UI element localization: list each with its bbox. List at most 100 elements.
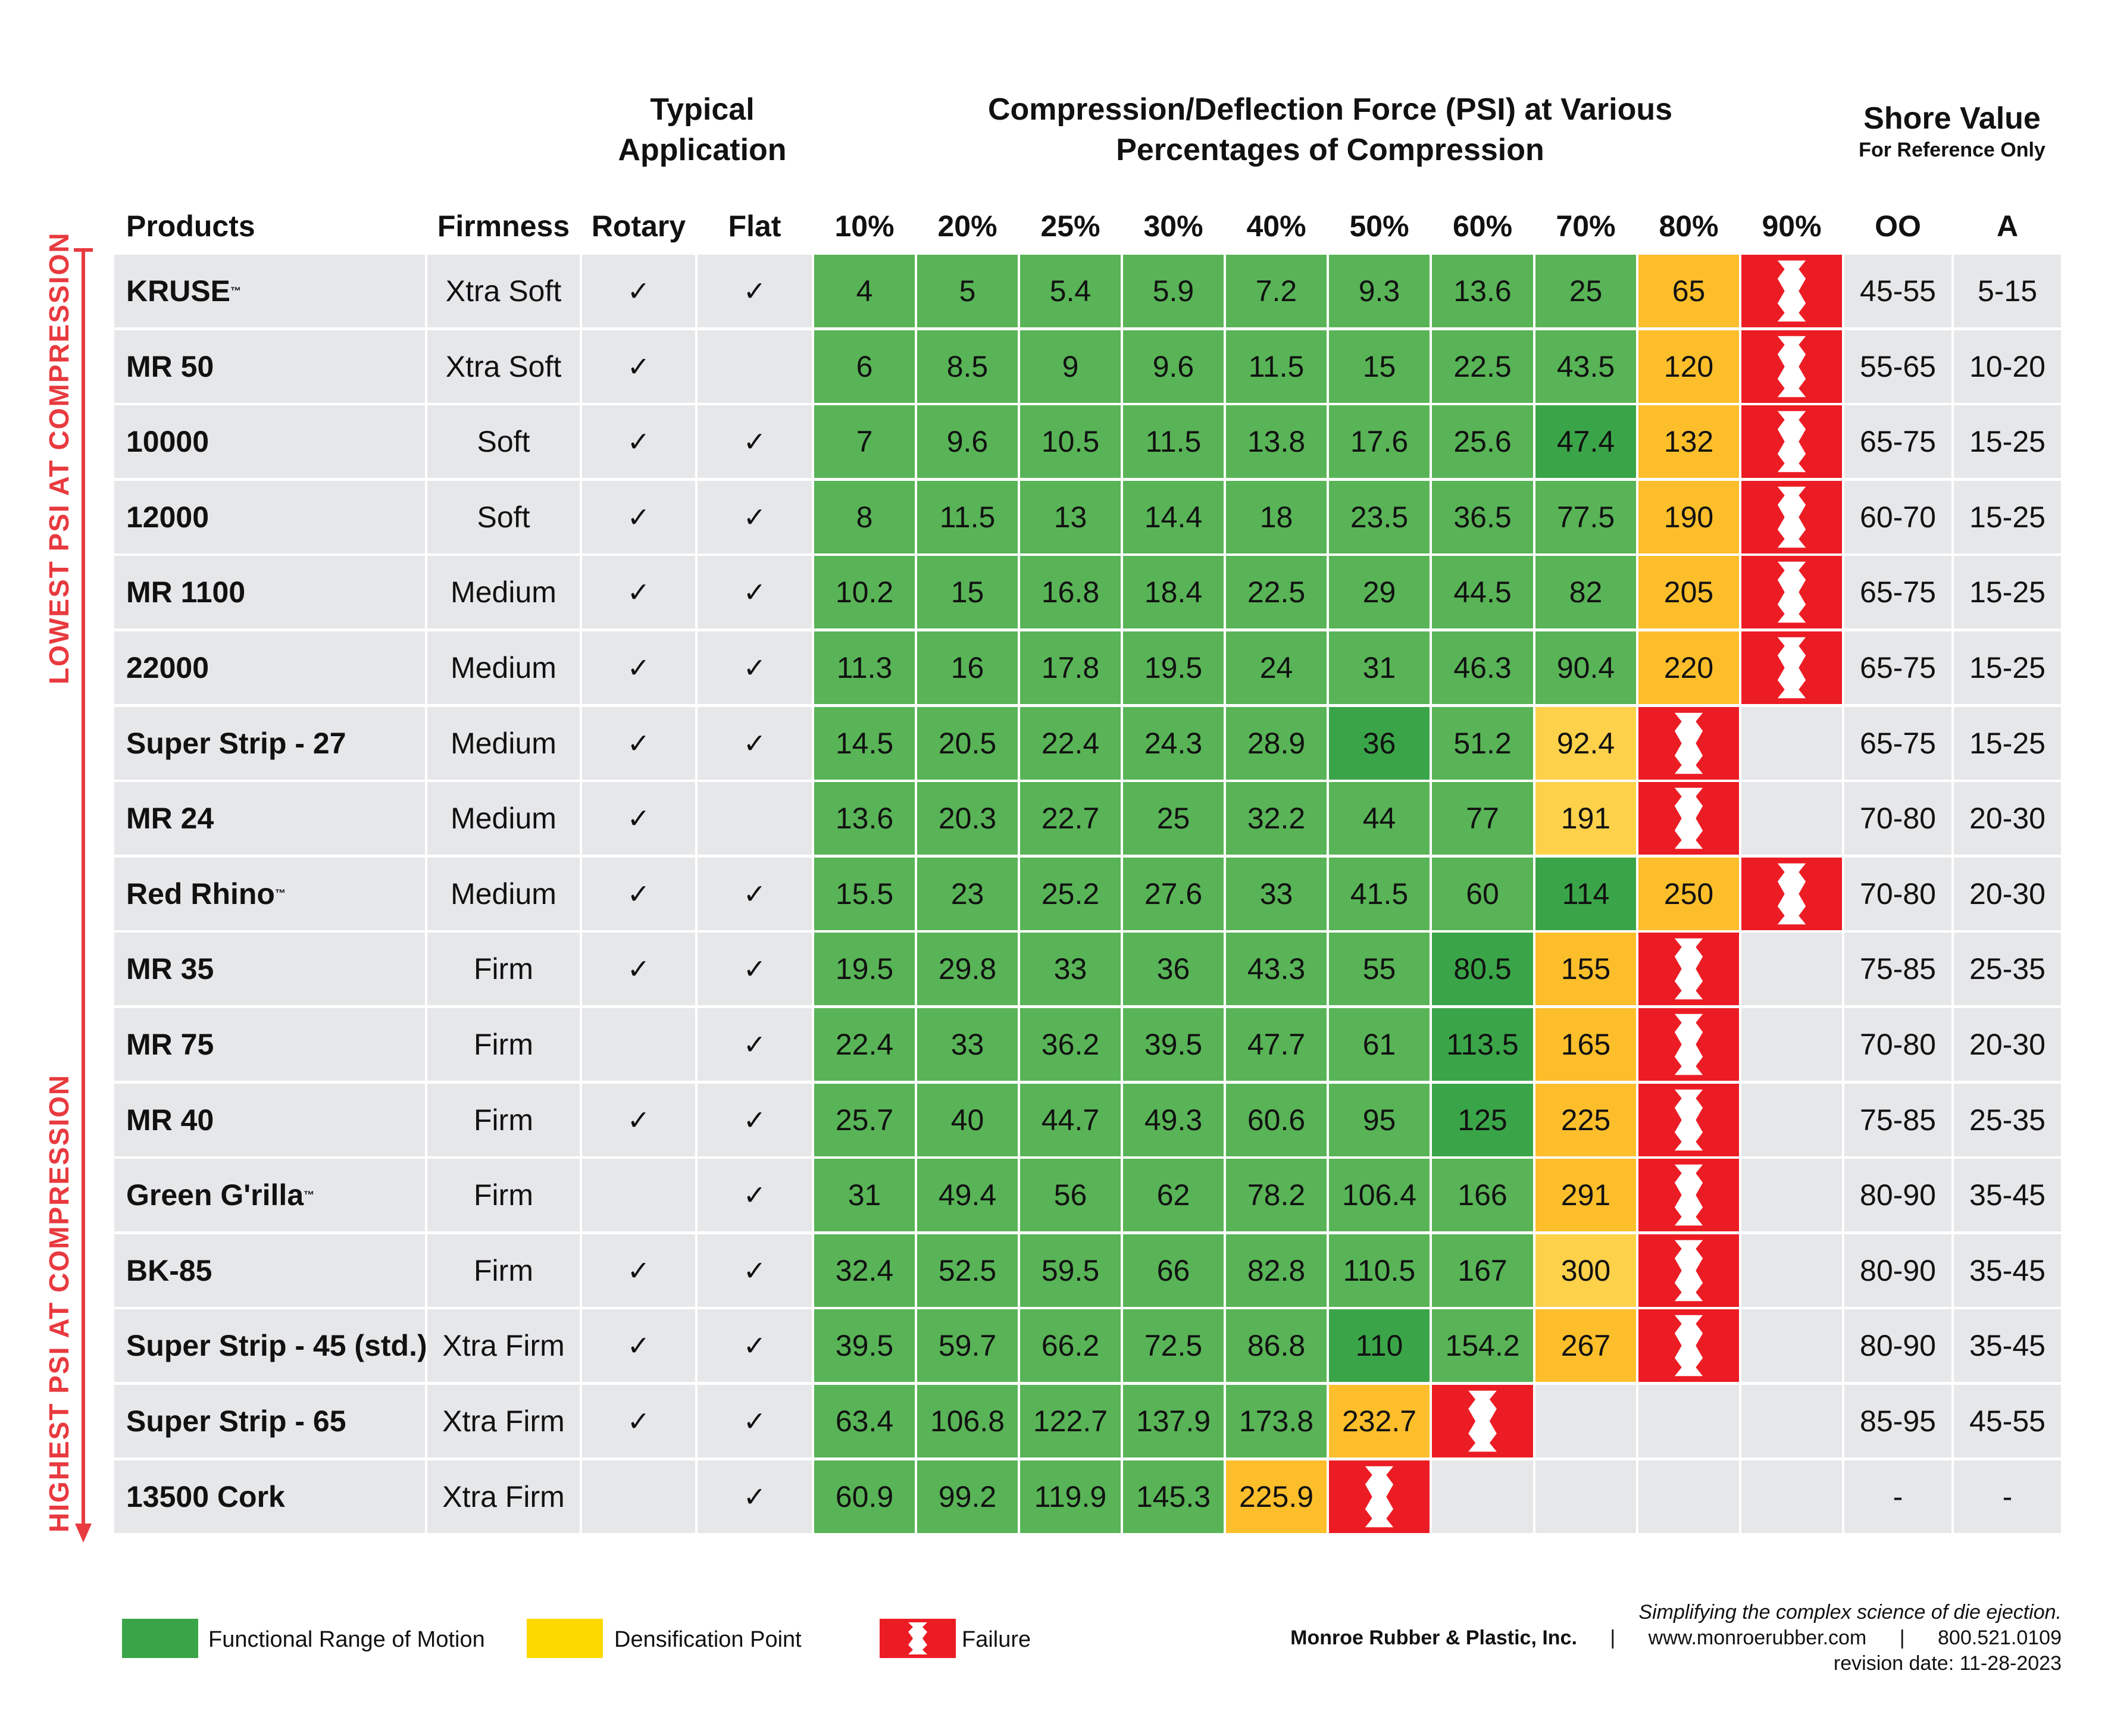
firmness-cell: Soft bbox=[427, 480, 580, 553]
psi-cell-p50 bbox=[1329, 1460, 1430, 1533]
psi-cell-p10: 4 bbox=[814, 255, 915, 327]
footer-separator-1: | bbox=[1610, 1626, 1616, 1649]
shore-a-cell: 5-15 bbox=[1954, 255, 2061, 327]
shore-value-subtitle: For Reference Only bbox=[1859, 139, 2046, 161]
rotary-cell: ✓ bbox=[582, 857, 695, 930]
footer-phone[interactable]: 800.521.0109 bbox=[1938, 1626, 2062, 1649]
check-icon: ✓ bbox=[627, 1104, 650, 1136]
firmness-cell: Medium bbox=[427, 857, 580, 930]
failure-zigzag-icon bbox=[1777, 336, 1806, 397]
check-icon: ✓ bbox=[743, 878, 767, 909]
psi-cell-p60: 46.3 bbox=[1432, 631, 1533, 704]
flat-cell: ✓ bbox=[698, 1159, 812, 1232]
psi-cell-p60: 77 bbox=[1432, 782, 1533, 855]
col-header-p60: 60% bbox=[1452, 209, 1513, 243]
failure-zigzag-icon bbox=[908, 1622, 927, 1654]
flat-cell: ✓ bbox=[698, 706, 812, 780]
check-icon: ✓ bbox=[627, 351, 650, 382]
shore-a-cell: 25-35 bbox=[1954, 1083, 2061, 1156]
psi-cell-p10: 8 bbox=[814, 480, 915, 553]
shore-oo-cell: 80-90 bbox=[1844, 1309, 1951, 1382]
psi-cell-p80 bbox=[1638, 706, 1739, 780]
psi-cell-p10: 63.4 bbox=[814, 1385, 915, 1457]
psi-cell-p20: 11.5 bbox=[917, 480, 1018, 553]
psi-cell-p90 bbox=[1741, 255, 1842, 327]
psi-cell-p50: 23.5 bbox=[1329, 480, 1430, 553]
psi-cell-p80 bbox=[1638, 1159, 1739, 1232]
psi-cell-p70: 25 bbox=[1535, 255, 1636, 327]
psi-cell-p60: 22.5 bbox=[1432, 330, 1533, 403]
footer-website[interactable]: www.monroerubber.com bbox=[1648, 1626, 1867, 1649]
rotary-cell: ✓ bbox=[582, 1083, 695, 1156]
product-name: Super Strip - 27 bbox=[126, 726, 346, 760]
psi-cell-p50: 44 bbox=[1329, 782, 1430, 855]
psi-cell-p25: 10.5 bbox=[1020, 405, 1121, 478]
psi-cell-p90 bbox=[1741, 1008, 1842, 1081]
legend-densification-swatch bbox=[527, 1619, 603, 1658]
psi-cell-p30: 36 bbox=[1123, 933, 1224, 1006]
compression-header-line-2: Percentages of Compression bbox=[1116, 133, 1544, 167]
failure-zigzag-icon bbox=[1674, 1240, 1703, 1302]
legend-densification-label: Densification Point bbox=[614, 1627, 802, 1652]
psi-cell-p60: 154.2 bbox=[1432, 1309, 1533, 1382]
psi-cell-p20: 20.5 bbox=[917, 706, 1018, 780]
psi-cell-p40: 22.5 bbox=[1226, 556, 1327, 629]
psi-cell-p90 bbox=[1741, 1234, 1842, 1307]
psi-cell-p40: 173.8 bbox=[1226, 1385, 1327, 1457]
psi-cell-p25: 22.7 bbox=[1020, 782, 1121, 855]
flat-cell: ✓ bbox=[698, 1385, 812, 1457]
rotary-cell: ✓ bbox=[582, 933, 695, 1006]
product-name: MR 75 bbox=[126, 1028, 214, 1061]
failure-zigzag-icon bbox=[1674, 939, 1703, 1000]
check-icon: ✓ bbox=[627, 577, 650, 608]
shore-a-cell: 20-30 bbox=[1954, 782, 2061, 855]
psi-cell-p90 bbox=[1741, 631, 1842, 704]
product-name: MR 40 bbox=[126, 1103, 214, 1137]
product-name: BK-85 bbox=[126, 1253, 212, 1287]
product-name-cell: MR 40 bbox=[114, 1083, 425, 1156]
firmness-cell: Xtra Soft bbox=[427, 255, 580, 327]
product-name-cell: MR 50 bbox=[114, 330, 425, 403]
product-name-cell: MR 1100 bbox=[114, 556, 425, 629]
shore-oo-cell: 80-90 bbox=[1844, 1234, 1951, 1307]
check-icon: ✓ bbox=[627, 1330, 650, 1362]
shore-a-cell: 35-45 bbox=[1954, 1159, 2061, 1232]
psi-cell-p25: 44.7 bbox=[1020, 1083, 1121, 1156]
psi-cell-p50: 95 bbox=[1329, 1083, 1430, 1156]
psi-cell-p10: 7 bbox=[814, 405, 915, 478]
psi-cell-p25: 59.5 bbox=[1020, 1234, 1121, 1307]
psi-arrow-icon bbox=[74, 248, 93, 1543]
psi-cell-p25: 119.9 bbox=[1020, 1460, 1121, 1533]
psi-cell-p10: 22.4 bbox=[814, 1008, 915, 1081]
psi-cell-p60: 80.5 bbox=[1432, 933, 1533, 1006]
psi-cell-p30: 145.3 bbox=[1123, 1460, 1224, 1533]
psi-cell-p25: 56 bbox=[1020, 1159, 1121, 1232]
flat-cell: ✓ bbox=[698, 933, 812, 1006]
psi-cell-p10: 60.9 bbox=[814, 1460, 915, 1533]
psi-cell-p70: 291 bbox=[1535, 1159, 1636, 1232]
col-header-p30: 30% bbox=[1143, 209, 1203, 243]
shore-oo-cell: 65-75 bbox=[1844, 556, 1951, 629]
psi-cell-p90 bbox=[1741, 480, 1842, 553]
typical-application-line-1: Typical bbox=[650, 92, 755, 127]
footer-revision: revision date: 11-28-2023 bbox=[1833, 1652, 2062, 1675]
check-icon: ✓ bbox=[627, 276, 650, 306]
product-name: MR 35 bbox=[126, 952, 214, 986]
psi-cell-p10: 19.5 bbox=[814, 933, 915, 1006]
firmness-cell: Xtra Soft bbox=[427, 330, 580, 403]
flat-cell: ✓ bbox=[698, 1309, 812, 1382]
failure-zigzag-icon bbox=[1674, 1089, 1703, 1150]
product-name: Red Rhino bbox=[126, 877, 275, 911]
trademark-mark: ™ bbox=[274, 887, 286, 900]
psi-cell-p20: 8.5 bbox=[917, 330, 1018, 403]
check-icon: ✓ bbox=[627, 1406, 650, 1437]
shore-oo-cell: 70-80 bbox=[1844, 1008, 1951, 1081]
rotary-cell bbox=[582, 1460, 695, 1533]
psi-cell-p10: 31 bbox=[814, 1159, 915, 1232]
col-header-products: Products bbox=[126, 209, 255, 243]
firmness-cell: Firm bbox=[427, 1234, 580, 1307]
psi-cell-p20: 99.2 bbox=[917, 1460, 1018, 1533]
psi-cell-p70: 82 bbox=[1535, 556, 1636, 629]
psi-cell-p70 bbox=[1535, 1460, 1636, 1533]
rotary-cell: ✓ bbox=[582, 330, 695, 403]
